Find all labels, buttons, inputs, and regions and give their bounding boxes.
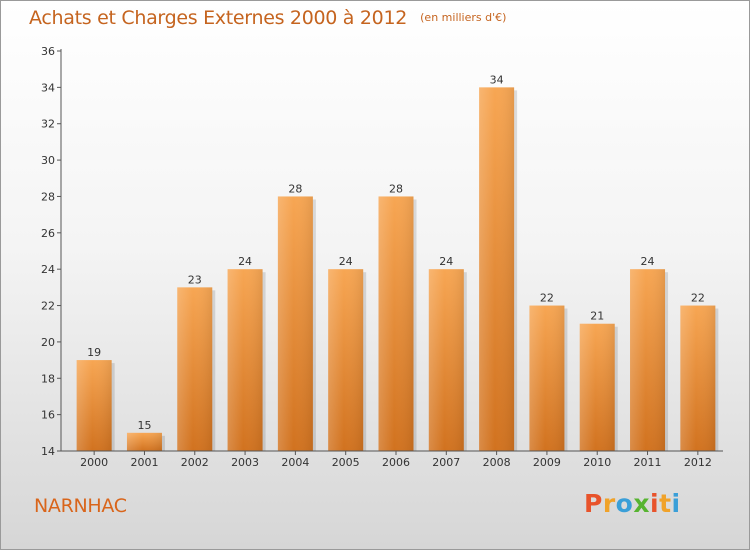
x-tick-label: 2011	[634, 456, 662, 469]
x-tick-label: 2006	[382, 456, 410, 469]
y-tick-label: 32	[41, 118, 55, 131]
data-label: 22	[540, 292, 554, 305]
bar-highlight	[328, 269, 364, 451]
logo-letter: i	[671, 489, 681, 518]
x-tick-label: 2000	[80, 456, 108, 469]
bar-highlight	[277, 196, 313, 451]
x-tick-label: 2002	[181, 456, 209, 469]
y-tick-label: 22	[41, 300, 55, 313]
bar-highlight	[428, 269, 464, 451]
y-tick-label: 34	[41, 81, 55, 94]
bar-highlight	[630, 269, 666, 451]
axes-layer	[57, 49, 723, 455]
logo-letter: P	[584, 489, 603, 518]
data-label: 24	[641, 255, 655, 268]
bar-highlight	[529, 305, 565, 451]
logo-letter: t	[659, 489, 672, 518]
data-label: 28	[389, 182, 403, 195]
x-tick-label: 2003	[231, 456, 259, 469]
y-tick-label: 20	[41, 336, 55, 349]
y-tick-label: 24	[41, 263, 55, 276]
chart-title: Achats et Charges Externes 2000 à 2012	[29, 7, 408, 29]
data-label: 28	[288, 182, 302, 195]
x-tick-label: 2004	[281, 456, 309, 469]
data-label: 24	[439, 255, 453, 268]
x-tick-label: 2008	[483, 456, 511, 469]
bar-highlight	[126, 432, 162, 451]
logo-letter: o	[615, 489, 634, 518]
data-label: 24	[339, 255, 353, 268]
x-tick-label: 2005	[332, 456, 360, 469]
x-tick-label: 2012	[684, 456, 712, 469]
data-label: 23	[188, 273, 202, 286]
data-label: 22	[691, 292, 705, 305]
bars-layer	[76, 87, 719, 451]
data-label: 15	[137, 419, 151, 432]
bar-highlight	[579, 323, 615, 451]
y-tick-label: 18	[41, 372, 55, 385]
y-tick-label: 30	[41, 154, 55, 167]
data-label: 24	[238, 255, 252, 268]
x-tick-label: 2001	[130, 456, 158, 469]
bar-highlight	[479, 87, 515, 451]
labels-layer: 19 2000 15 2001 23 2002 24 2003 28 2004 24 2005 28 20…	[41, 45, 712, 469]
bar-highlight	[227, 269, 263, 451]
bar-highlight	[177, 287, 213, 451]
data-label: 21	[590, 310, 604, 323]
x-tick-label: 2010	[583, 456, 611, 469]
y-tick-label: 16	[41, 409, 55, 422]
data-label: 34	[490, 73, 504, 86]
logo-letter: i	[650, 489, 660, 518]
y-tick-label: 28	[41, 190, 55, 203]
bar-highlight	[378, 196, 414, 451]
data-label: 19	[87, 346, 101, 359]
y-tick-label: 36	[41, 45, 55, 58]
y-tick-label: 26	[41, 227, 55, 240]
title-row: Achats et Charges Externes 2000 à 2012 (…	[29, 7, 506, 29]
proxiti-logo: Proxiti	[584, 489, 681, 518]
x-tick-label: 2007	[432, 456, 460, 469]
chart-subtitle: (en milliers d'€)	[420, 11, 507, 24]
x-tick-label: 2009	[533, 456, 561, 469]
bar-highlight	[680, 305, 716, 451]
y-tick-label: 14	[41, 445, 55, 458]
commune-name: NARNHAC	[34, 495, 127, 517]
logo-letter: r	[602, 489, 616, 518]
bar-highlight	[76, 360, 112, 451]
logo-letter: x	[633, 489, 650, 518]
